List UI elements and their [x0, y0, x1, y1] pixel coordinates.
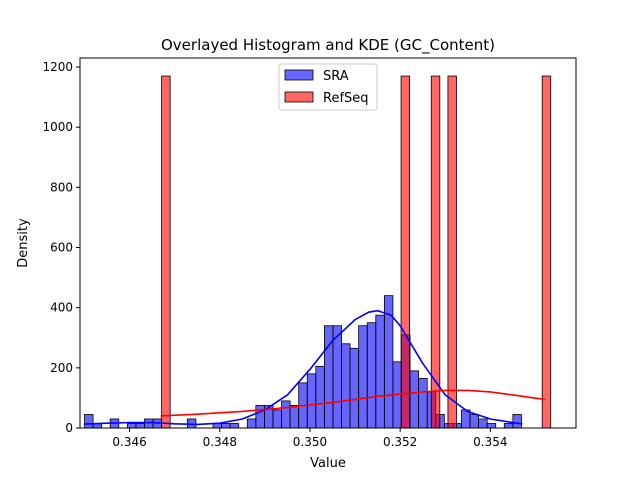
legend-label-refseq: RefSeq [323, 91, 369, 106]
y-tick-label: 600 [50, 241, 73, 255]
bar-sra-24 [358, 325, 368, 429]
bar-sra-21 [332, 325, 342, 429]
x-tick-label: 0.350 [293, 435, 327, 449]
x-axis: 0.346 0.348 0.350 0.352 0.354 [112, 428, 508, 449]
legend-swatch-refseq [284, 91, 314, 103]
bar-sra-22 [341, 343, 351, 429]
y-tick-label: 400 [50, 301, 73, 315]
bar-refseq-3 [447, 75, 457, 429]
x-tick-label: 0.352 [383, 435, 417, 449]
bar-sra-4 [135, 423, 145, 429]
bar-sra-5 [144, 418, 154, 429]
y-tick-label: 1200 [42, 60, 73, 74]
x-tick-label: 0.346 [112, 435, 146, 449]
legend: SRA RefSeq [278, 63, 378, 111]
y-tick-label: 800 [50, 180, 73, 194]
kde-layer [83, 309, 546, 426]
y-tick-label: 0 [65, 421, 73, 435]
bar-refseq-1 [400, 75, 411, 429]
kde-line-sra [83, 309, 523, 426]
y-tick-label: 1000 [42, 120, 73, 134]
kde-line-refseq [160, 389, 546, 417]
bar-sra-15 [281, 400, 291, 429]
bar-sra-25 [366, 322, 377, 429]
bar-sra-11 [246, 418, 257, 429]
bar-sra-23 [349, 347, 360, 429]
bar-sra-36 [461, 409, 471, 429]
x-axis-label: Value [310, 456, 346, 471]
bar-sra-40 [503, 423, 514, 429]
bar-sra-9 [221, 423, 231, 429]
legend-swatch-sra [284, 69, 314, 81]
chart-title: Overlayed Histogram and KDE (GC_Content) [161, 36, 495, 55]
bar-sra-14 [272, 409, 282, 429]
bar-refseq-0 [161, 75, 171, 429]
plot-frame [79, 57, 577, 429]
bar-sra-38 [478, 418, 488, 429]
bar-sra-0 [84, 414, 94, 429]
x-tick-label: 0.354 [473, 435, 507, 449]
bar-sra-39 [486, 423, 497, 429]
bar-sra-19 [315, 365, 325, 429]
y-axis-label: Density [16, 218, 31, 268]
bar-sra-26 [375, 314, 385, 429]
bar-sra-37 [469, 414, 480, 429]
bar-sra-31 [418, 377, 428, 429]
bar-sra-3 [126, 423, 137, 429]
legend-label-sra: SRA [323, 69, 349, 84]
bar-sra-41 [512, 414, 522, 429]
y-tick-label: 200 [50, 361, 73, 375]
bar-sra-30 [409, 370, 420, 429]
bar-sra-16 [289, 405, 300, 429]
bar-sra-12 [255, 405, 265, 429]
x-tick-label: 0.348 [203, 435, 237, 449]
bar-refseq-4 [541, 75, 552, 429]
plot-area [79, 57, 577, 429]
y-axis: 0 200 400 600 800 1000 1200 [42, 60, 80, 435]
bar-sra-10 [229, 423, 240, 429]
bar-sra-18 [306, 373, 317, 429]
bar-refseq-2 [430, 75, 441, 429]
